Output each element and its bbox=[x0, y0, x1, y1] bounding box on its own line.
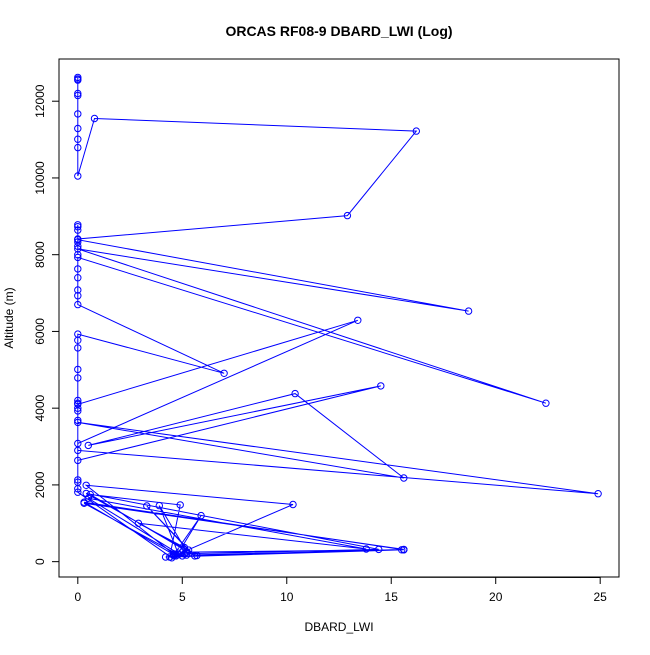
x-tick-label: 0 bbox=[74, 590, 81, 604]
data-point bbox=[74, 124, 82, 133]
x-tick-label: 15 bbox=[385, 590, 399, 604]
data-point bbox=[176, 501, 184, 509]
data-point bbox=[74, 135, 82, 143]
data-point bbox=[84, 494, 93, 502]
data-point bbox=[74, 292, 82, 300]
chart-title: ORCAS RF08-9 DBARD_LWI (Log) bbox=[225, 23, 452, 39]
data-point bbox=[74, 76, 82, 84]
data-point bbox=[74, 336, 82, 344]
data-point bbox=[74, 253, 82, 262]
data-point bbox=[354, 316, 362, 324]
data-point bbox=[74, 172, 82, 180]
data-point bbox=[86, 490, 95, 499]
data-point bbox=[90, 114, 99, 123]
data-point bbox=[82, 489, 90, 498]
data-point bbox=[74, 223, 82, 231]
data-point bbox=[80, 499, 88, 507]
data-point bbox=[74, 407, 82, 415]
data-point bbox=[84, 441, 93, 450]
data-point bbox=[400, 546, 408, 554]
data-point bbox=[74, 286, 82, 294]
data-point bbox=[193, 551, 201, 560]
data-point bbox=[74, 476, 82, 484]
data-point bbox=[74, 236, 82, 244]
data-point bbox=[74, 300, 82, 309]
data-point bbox=[220, 369, 228, 377]
data-point bbox=[74, 245, 82, 253]
data-point bbox=[542, 399, 550, 407]
data-point bbox=[400, 474, 408, 482]
x-tick-label: 25 bbox=[594, 590, 608, 604]
data-point bbox=[174, 551, 182, 559]
data-point bbox=[74, 143, 82, 152]
data-point bbox=[289, 500, 297, 509]
series-line bbox=[77, 77, 599, 559]
data-point bbox=[143, 502, 151, 510]
data-point bbox=[74, 446, 82, 455]
data-point bbox=[343, 211, 352, 220]
data-point bbox=[377, 382, 385, 390]
data-point bbox=[182, 551, 191, 559]
x-axis: 0 5 10 15 20 25 bbox=[74, 576, 608, 604]
x-tick-label: 5 bbox=[179, 590, 186, 604]
data-point bbox=[74, 374, 82, 382]
data-point bbox=[398, 546, 406, 554]
data-point bbox=[178, 552, 187, 560]
data-point bbox=[74, 416, 82, 425]
data-point bbox=[375, 545, 383, 554]
y-tick-label: 10000 bbox=[33, 161, 47, 195]
data-point bbox=[74, 91, 82, 100]
data-point bbox=[155, 501, 164, 510]
data-point bbox=[74, 418, 82, 427]
series-line-0 bbox=[77, 77, 599, 559]
data-point bbox=[74, 456, 82, 465]
series-points bbox=[74, 73, 602, 562]
data-point bbox=[74, 439, 82, 448]
y-axis-label: Altitude (m) bbox=[2, 287, 16, 348]
data-point bbox=[74, 251, 82, 259]
data-point bbox=[74, 89, 82, 98]
data-point bbox=[74, 274, 82, 282]
data-point bbox=[74, 265, 82, 273]
data-point bbox=[134, 519, 143, 527]
data-point bbox=[74, 226, 82, 234]
data-point bbox=[74, 485, 82, 493]
y-axis: 0 2000 4000 6000 8000 10000 12000 bbox=[33, 84, 60, 565]
data-point bbox=[161, 553, 170, 561]
data-point bbox=[291, 389, 299, 398]
y-tick-label: 4000 bbox=[33, 395, 47, 422]
data-point bbox=[74, 365, 82, 374]
data-point bbox=[74, 396, 82, 405]
x-tick-label: 20 bbox=[489, 590, 503, 604]
data-point bbox=[170, 550, 178, 558]
data-point bbox=[74, 488, 82, 496]
x-axis-line bbox=[77, 576, 601, 578]
y-tick-label: 2000 bbox=[33, 471, 47, 498]
data-point bbox=[594, 490, 602, 498]
data-point bbox=[197, 511, 205, 520]
data-point bbox=[412, 127, 420, 135]
y-tick-label: 8000 bbox=[33, 241, 47, 268]
data-point bbox=[82, 481, 90, 489]
data-point bbox=[74, 404, 82, 412]
data-point bbox=[182, 548, 191, 556]
data-point bbox=[464, 307, 473, 315]
x-axis-label: DBARD_LWI bbox=[304, 620, 373, 634]
x-tick-label: 10 bbox=[280, 590, 294, 604]
data-point bbox=[74, 221, 82, 229]
y-tick-label: 12000 bbox=[33, 84, 47, 118]
y-tick-label: 6000 bbox=[33, 318, 47, 345]
y-tick-label: 0 bbox=[33, 558, 47, 565]
data-point bbox=[362, 545, 370, 553]
data-point bbox=[180, 543, 189, 552]
data-point bbox=[74, 399, 82, 407]
data-point bbox=[74, 344, 82, 352]
data-point bbox=[74, 110, 82, 118]
